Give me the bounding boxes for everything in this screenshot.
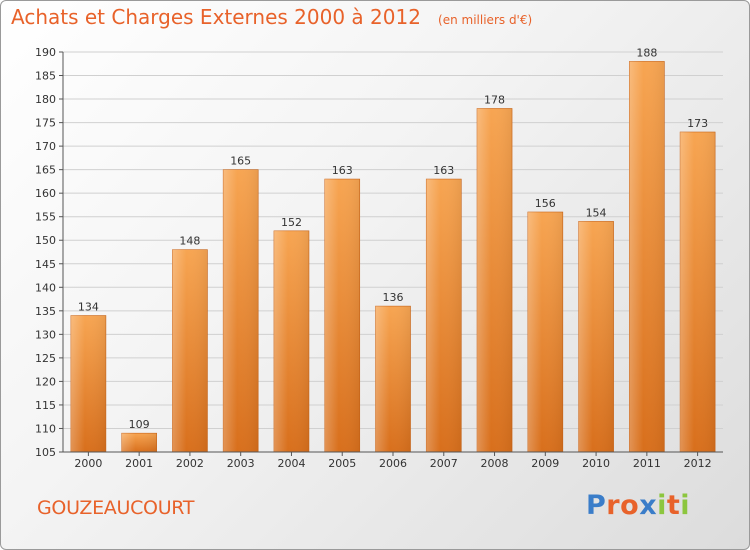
data-label: 154 xyxy=(586,206,607,219)
y-tick-label: 110 xyxy=(35,422,56,435)
bar-shine xyxy=(527,212,563,452)
logo-letter: i xyxy=(657,490,667,521)
x-tick-label: 2010 xyxy=(582,457,610,470)
data-label: 178 xyxy=(484,93,505,106)
commune-name: GOUZEAUCOURT xyxy=(37,497,195,519)
logo-letter: x xyxy=(639,490,658,521)
y-tick-label: 120 xyxy=(35,375,56,388)
logo-letter: t xyxy=(666,490,681,521)
y-tick-label: 150 xyxy=(35,234,56,247)
y-tick-label: 105 xyxy=(35,446,56,459)
x-tick-label: 2005 xyxy=(328,457,356,470)
x-tick-label: 2002 xyxy=(176,457,204,470)
x-tick-label: 2006 xyxy=(379,457,407,470)
x-tick-label: 2011 xyxy=(633,457,661,470)
proxiti-logo: Proxiti xyxy=(586,490,690,521)
y-tick-label: 125 xyxy=(35,352,56,365)
logo-letter: P xyxy=(586,490,607,521)
y-tick-label: 190 xyxy=(35,46,56,59)
x-tick-label: 2009 xyxy=(531,457,559,470)
data-label: 156 xyxy=(535,197,556,210)
data-label: 163 xyxy=(433,164,454,177)
y-tick-label: 165 xyxy=(35,164,56,177)
bar-shine xyxy=(680,132,716,452)
bar-shine xyxy=(70,315,106,452)
bar-shine xyxy=(629,61,665,452)
x-tick-label: 2000 xyxy=(74,457,102,470)
y-tick-label: 145 xyxy=(35,258,56,271)
y-tick-label: 130 xyxy=(35,328,56,341)
bar-shine xyxy=(172,249,208,452)
x-tick-label: 2003 xyxy=(227,457,255,470)
data-label: 148 xyxy=(179,235,200,248)
bar-shine xyxy=(121,433,157,452)
bar-shine xyxy=(375,306,411,452)
data-label: 188 xyxy=(636,46,657,59)
x-tick-label: 2001 xyxy=(125,457,153,470)
data-label: 109 xyxy=(129,418,150,431)
y-tick-label: 185 xyxy=(35,70,56,83)
bar-shine xyxy=(578,221,614,452)
data-label: 152 xyxy=(281,216,302,229)
bar-shine xyxy=(426,179,462,452)
x-tick-label: 2012 xyxy=(684,457,712,470)
y-tick-label: 180 xyxy=(35,93,56,106)
x-tick-label: 2004 xyxy=(277,457,305,470)
data-label: 134 xyxy=(78,301,99,314)
y-tick-label: 135 xyxy=(35,305,56,318)
data-label: 165 xyxy=(230,155,251,168)
bar-shine xyxy=(324,179,360,452)
axes: 1051101151201251301351401451501551601651… xyxy=(35,46,723,470)
bars: 134 109 148 165 152 163 136 163 178 156 154 188 173 xyxy=(70,46,716,453)
y-tick-label: 155 xyxy=(35,211,56,224)
logo-letter: i xyxy=(680,490,691,521)
chart-title: Achats et Charges Externes 2000 à 2012 xyxy=(11,5,421,29)
y-tick-label: 140 xyxy=(35,281,56,294)
title-row: Achats et Charges Externes 2000 à 2012 (… xyxy=(11,5,532,29)
y-tick-label: 175 xyxy=(35,117,56,130)
y-tick-label: 160 xyxy=(35,187,56,200)
logo-letter: o xyxy=(620,490,640,521)
y-tick-label: 115 xyxy=(35,399,56,412)
data-label: 136 xyxy=(383,291,404,304)
bar-shine xyxy=(477,108,513,453)
data-label: 173 xyxy=(687,117,708,130)
bar-shine xyxy=(223,169,259,452)
x-tick-label: 2007 xyxy=(430,457,458,470)
bar-shine xyxy=(273,230,309,452)
data-label: 163 xyxy=(332,164,353,177)
x-tick-label: 2008 xyxy=(481,457,509,470)
y-tick-label: 170 xyxy=(35,140,56,153)
logo-letter: r xyxy=(606,490,621,521)
chart-subtitle: (en milliers d'€) xyxy=(438,13,533,27)
